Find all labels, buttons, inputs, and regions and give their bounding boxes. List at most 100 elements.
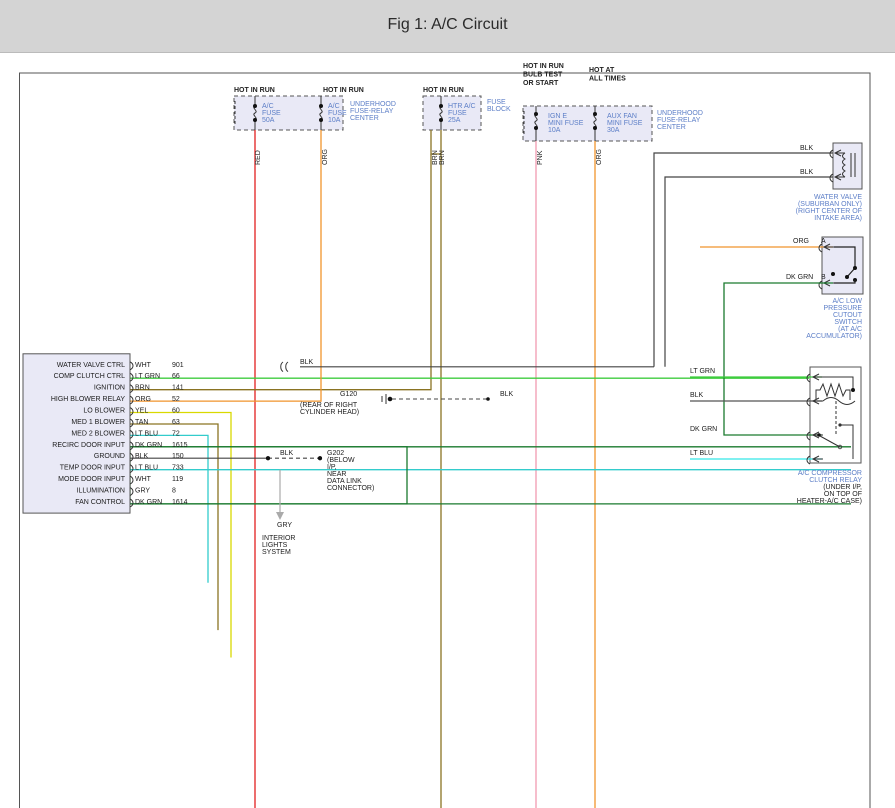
- svg-text:B: B: [821, 274, 826, 281]
- svg-text:1615: 1615: [172, 442, 188, 449]
- svg-text:HTR A/C: HTR A/C: [448, 103, 476, 110]
- svg-text:CENTER: CENTER: [657, 124, 686, 131]
- svg-text:BLK: BLK: [135, 453, 149, 460]
- svg-text:G202: G202: [327, 450, 344, 457]
- svg-text:HOT IN RUN: HOT IN RUN: [323, 87, 364, 94]
- svg-text:30A: 30A: [607, 127, 620, 134]
- svg-text:LT GRN: LT GRN: [690, 368, 715, 375]
- svg-text:FUSE-RELAY: FUSE-RELAY: [350, 108, 394, 115]
- svg-text:119: 119: [172, 476, 183, 483]
- svg-text:OR START: OR START: [523, 80, 559, 87]
- svg-text:MINI FUSE: MINI FUSE: [607, 120, 643, 127]
- svg-text:ORG: ORG: [322, 149, 329, 165]
- svg-text:HIGH BLOWER RELAY: HIGH BLOWER RELAY: [51, 396, 125, 403]
- svg-text:FUSE: FUSE: [487, 99, 506, 106]
- svg-text:BLK: BLK: [800, 169, 814, 176]
- svg-text:ORG: ORG: [596, 149, 603, 165]
- svg-text:FUSE: FUSE: [328, 110, 347, 117]
- svg-text:733: 733: [172, 465, 184, 472]
- svg-text:BLK: BLK: [500, 391, 514, 398]
- svg-text:BLOCK: BLOCK: [487, 106, 511, 113]
- svg-text:GRY: GRY: [135, 488, 150, 495]
- svg-text:LIGHTS: LIGHTS: [262, 542, 288, 549]
- svg-text:8: 8: [172, 488, 176, 495]
- svg-text:ORG: ORG: [135, 396, 151, 403]
- svg-text:YEL: YEL: [135, 408, 148, 415]
- svg-text:ILLUMINATION: ILLUMINATION: [77, 488, 126, 495]
- svg-text:UNDERHOOD: UNDERHOOD: [350, 101, 396, 108]
- svg-text:HEATER-A/C CASE): HEATER-A/C CASE): [797, 498, 862, 505]
- svg-text:LT GRN: LT GRN: [135, 373, 160, 380]
- svg-text:PRESSURE: PRESSURE: [823, 305, 862, 312]
- svg-text:ORG: ORG: [793, 238, 809, 245]
- svg-text:FAN CONTROL: FAN CONTROL: [75, 499, 125, 506]
- svg-text:TAN: TAN: [135, 419, 148, 426]
- svg-text:COMP CLUTCH CTRL: COMP CLUTCH CTRL: [54, 373, 126, 380]
- svg-text:DK GRN: DK GRN: [135, 499, 162, 506]
- svg-text:(AT A/C: (AT A/C: [838, 326, 862, 333]
- svg-text:BRN: BRN: [439, 150, 446, 165]
- svg-text:NEAR: NEAR: [327, 471, 346, 478]
- svg-text:LO BLOWER: LO BLOWER: [83, 408, 125, 415]
- svg-text:BRN: BRN: [135, 385, 150, 392]
- svg-text:DK GRN: DK GRN: [690, 426, 717, 433]
- svg-text:66: 66: [172, 373, 180, 380]
- svg-text:10A: 10A: [328, 117, 341, 124]
- svg-text:UNDERHOOD: UNDERHOOD: [657, 110, 703, 117]
- svg-text:LT BLU: LT BLU: [135, 430, 158, 437]
- svg-text:60: 60: [172, 408, 180, 415]
- svg-text:HOT AT: HOT AT: [589, 67, 615, 74]
- svg-text:WHT: WHT: [135, 362, 152, 369]
- svg-text:(REAR OF RIGHT: (REAR OF RIGHT: [300, 402, 358, 409]
- svg-text:TEMP DOOR INPUT: TEMP DOOR INPUT: [60, 465, 126, 472]
- svg-text:CONNECTOR): CONNECTOR): [327, 485, 374, 492]
- svg-text:IGNITION: IGNITION: [94, 385, 125, 392]
- svg-text:HOT IN RUN: HOT IN RUN: [423, 87, 464, 94]
- svg-text:WATER VALVE: WATER VALVE: [814, 194, 862, 201]
- svg-text:SYSTEM: SYSTEM: [262, 549, 291, 556]
- svg-text:BRN: BRN: [432, 150, 439, 165]
- svg-text:CLUTCH RELAY: CLUTCH RELAY: [809, 477, 862, 484]
- svg-text:FUSE: FUSE: [448, 110, 467, 117]
- svg-text:901: 901: [172, 362, 184, 369]
- svg-text:LT BLU: LT BLU: [690, 450, 713, 457]
- svg-text:50A: 50A: [262, 117, 275, 124]
- svg-text:I/P,: I/P,: [327, 464, 337, 471]
- svg-text:MED 2 BLOWER: MED 2 BLOWER: [71, 430, 125, 437]
- svg-text:PNK: PNK: [537, 150, 544, 165]
- svg-text:141: 141: [172, 385, 184, 392]
- svg-text:(BELOW: (BELOW: [327, 457, 355, 464]
- svg-text:150: 150: [172, 453, 184, 460]
- svg-text:IGN E: IGN E: [548, 113, 567, 120]
- svg-text:DK GRN: DK GRN: [135, 442, 162, 449]
- svg-text:72: 72: [172, 430, 180, 437]
- svg-text:(UNDER I/P,: (UNDER I/P,: [823, 484, 862, 491]
- svg-text:RED: RED: [255, 150, 262, 165]
- svg-text:A/C COMPRESSOR: A/C COMPRESSOR: [798, 470, 862, 477]
- svg-text:GRY: GRY: [277, 522, 292, 529]
- svg-text:BLK: BLK: [280, 450, 294, 457]
- svg-text:63: 63: [172, 419, 180, 426]
- svg-text:A/C LOW: A/C LOW: [832, 298, 862, 305]
- svg-text:BLK: BLK: [300, 359, 314, 366]
- svg-text:GROUND: GROUND: [94, 453, 125, 460]
- svg-text:A/C: A/C: [262, 103, 274, 110]
- svg-text:ACCUMULATOR): ACCUMULATOR): [806, 333, 862, 340]
- svg-text:CENTER: CENTER: [350, 115, 379, 122]
- svg-text:DATA LINK: DATA LINK: [327, 478, 362, 485]
- svg-text:DK GRN: DK GRN: [786, 274, 813, 281]
- svg-text:SWITCH: SWITCH: [834, 319, 862, 326]
- svg-text:52: 52: [172, 396, 180, 403]
- svg-text:ON TOP OF: ON TOP OF: [824, 491, 862, 498]
- svg-text:A: A: [821, 238, 826, 245]
- svg-text:WATER VALVE CTRL: WATER VALVE CTRL: [57, 362, 125, 369]
- svg-text:INTAKE AREA): INTAKE AREA): [814, 215, 862, 222]
- svg-text:RECIRC DOOR INPUT: RECIRC DOOR INPUT: [52, 442, 125, 449]
- svg-text:INTERIOR: INTERIOR: [262, 535, 295, 542]
- svg-text:FUSE: FUSE: [262, 110, 281, 117]
- svg-text:MODE DOOR INPUT: MODE DOOR INPUT: [58, 476, 126, 483]
- svg-text:ALL TIMES: ALL TIMES: [589, 76, 626, 83]
- svg-text:MINI FUSE: MINI FUSE: [548, 120, 584, 127]
- svg-text:AUX FAN: AUX FAN: [607, 113, 637, 120]
- svg-text:WHT: WHT: [135, 476, 152, 483]
